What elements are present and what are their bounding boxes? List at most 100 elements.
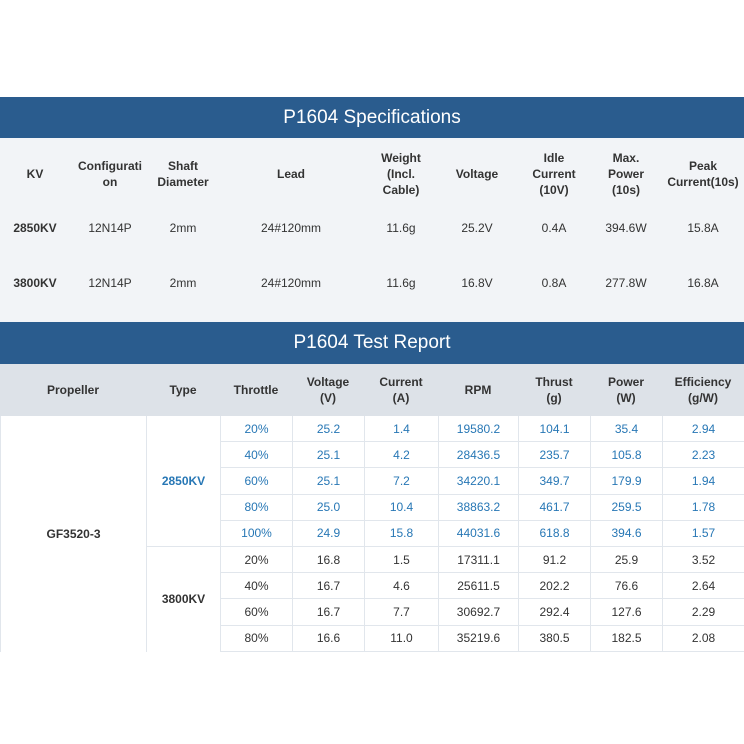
test-data-cell: 16.7 — [292, 599, 364, 626]
spec-value-cell: 12N14P — [88, 276, 132, 290]
test-data-cell: 19580.2 — [438, 416, 518, 443]
test-report-table: Propeller Type Throttle Voltage (V) Current (A… — [0, 364, 744, 652]
spec-value-cell: 16.8V — [461, 276, 493, 290]
test-data-cell: 40% — [220, 442, 292, 469]
test-data-cell: 2.23 — [662, 442, 744, 469]
spec-value-cell: 2mm — [169, 221, 197, 235]
spec-value-cell: 0.8A — [541, 276, 567, 290]
type-3800kv-cell: 3800KV — [146, 547, 220, 652]
test-header-cell: Voltage (V) — [292, 364, 364, 416]
test-header-cell: Thrust (g) — [518, 364, 590, 416]
spec-value-cell: 24#120mm — [260, 276, 322, 290]
spec-value-cell: 394.6W — [605, 221, 647, 235]
test-header-cell: Current (A) — [364, 364, 438, 416]
type-2850kv-cell: 2850KV — [146, 416, 220, 547]
test-data-cell: 2.64 — [662, 573, 744, 600]
test-data-cell: 25.1 — [292, 468, 364, 495]
test-data-cell: 35219.6 — [438, 625, 518, 652]
test-data-cell: 4.6 — [364, 573, 438, 600]
spec-header-cell: Max. Power (10s) — [607, 151, 644, 197]
test-data-cell: 16.7 — [292, 573, 364, 600]
spec-value-cell: 15.8A — [687, 221, 719, 235]
test-data-cell: 235.7 — [518, 442, 590, 469]
test-data-cell: 1.4 — [364, 416, 438, 443]
test-data-cell: 349.7 — [518, 468, 590, 495]
test-data-cell: 20% — [220, 547, 292, 574]
test-data-cell: 15.8 — [364, 520, 438, 547]
test-data-cell: 100% — [220, 520, 292, 547]
test-data-cell: 38863.2 — [438, 494, 518, 521]
test-data-cell: 11.0 — [364, 625, 438, 652]
test-data-cell: 1.78 — [662, 494, 744, 521]
test-data-cell: 4.2 — [364, 442, 438, 469]
test-data-cell: 60% — [220, 468, 292, 495]
test-data-cell: 292.4 — [518, 599, 590, 626]
test-data-cell: 104.1 — [518, 416, 590, 443]
spec-header-cell: Configurati on — [78, 159, 142, 189]
test-data-cell: 3.52 — [662, 547, 744, 574]
test-header-cell: Throttle — [220, 364, 292, 416]
test-header-cell: Propeller — [0, 364, 146, 416]
test-data-cell: 80% — [220, 494, 292, 521]
test-data-cell: 105.8 — [590, 442, 662, 469]
test-data-cell: 25.9 — [590, 547, 662, 574]
test-data-cell: 2.29 — [662, 599, 744, 626]
test-data-cell: 1.5 — [364, 547, 438, 574]
test-header-cell: RPM — [438, 364, 518, 416]
spec-kv-cell: 3800KV — [13, 276, 57, 290]
test-data-cell: 40% — [220, 573, 292, 600]
test-data-cell: 618.8 — [518, 520, 590, 547]
test-header-cell: Power (W) — [590, 364, 662, 416]
test-data-cell: 1.94 — [662, 468, 744, 495]
test-data-cell: 80% — [220, 625, 292, 652]
test-data-cell: 461.7 — [518, 494, 590, 521]
spec-value-cell: 0.4A — [541, 221, 567, 235]
spec-title: P1604 Specifications — [0, 97, 744, 138]
spec-value-cell: 277.8W — [605, 276, 647, 290]
spec-header-cell: Shaft Diameter — [157, 159, 209, 189]
test-data-cell: 35.4 — [590, 416, 662, 443]
spec-value-cell: 11.6g — [386, 276, 416, 290]
spec-value-cell: 2mm — [169, 276, 197, 290]
test-data-cell: 30692.7 — [438, 599, 518, 626]
test-data-cell: 25.2 — [292, 416, 364, 443]
test-data-cell: 28436.5 — [438, 442, 518, 469]
test-data-cell: 1.57 — [662, 520, 744, 547]
test-data-cell: 202.2 — [518, 573, 590, 600]
spec-table: KV Configurati on Shaft Diameter Lead Weight (I… — [0, 138, 744, 322]
spec-value-cell: 16.8A — [687, 276, 719, 290]
spec-header-cell: Peak Current(10s) — [667, 159, 739, 189]
test-data-cell: 25.0 — [292, 494, 364, 521]
spec-header-cell: Weight (Incl. Cable) — [381, 151, 421, 197]
test-data-cell: 44031.6 — [438, 520, 518, 547]
test-data-cell: 16.6 — [292, 625, 364, 652]
test-data-cell: 182.5 — [590, 625, 662, 652]
spec-header-cell: Idle Current (10V) — [532, 151, 576, 197]
test-data-cell: 394.6 — [590, 520, 662, 547]
test-data-cell: 34220.1 — [438, 468, 518, 495]
spec-value-cell: 25.2V — [461, 221, 493, 235]
test-data-cell: 259.5 — [590, 494, 662, 521]
test-data-cell: 7.7 — [364, 599, 438, 626]
spec-value-cell: 12N14P — [88, 221, 132, 235]
spec-value-cell: 11.6g — [386, 221, 416, 235]
spec-kv-cell: 2850KV — [13, 221, 57, 235]
test-data-cell: 179.9 — [590, 468, 662, 495]
test-report-title: P1604 Test Report — [0, 322, 744, 364]
test-data-cell: 20% — [220, 416, 292, 443]
test-data-cell: 127.6 — [590, 599, 662, 626]
test-header-cell: Type — [146, 364, 220, 416]
spec-value-cell: 24#120mm — [260, 221, 322, 235]
test-data-cell: 16.8 — [292, 547, 364, 574]
spec-header-cell: Voltage — [455, 167, 499, 181]
spec-header-cell: Lead — [276, 167, 305, 181]
test-data-cell: 91.2 — [518, 547, 590, 574]
test-data-cell: 60% — [220, 599, 292, 626]
test-data-cell: 24.9 — [292, 520, 364, 547]
test-data-cell: 380.5 — [518, 625, 590, 652]
test-header-cell: Efficiency (g/W) — [662, 364, 744, 416]
propeller-cell: GF3520-3 — [0, 416, 146, 652]
test-data-cell: 25.1 — [292, 442, 364, 469]
test-data-cell: 10.4 — [364, 494, 438, 521]
test-data-cell: 17311.1 — [438, 547, 518, 574]
